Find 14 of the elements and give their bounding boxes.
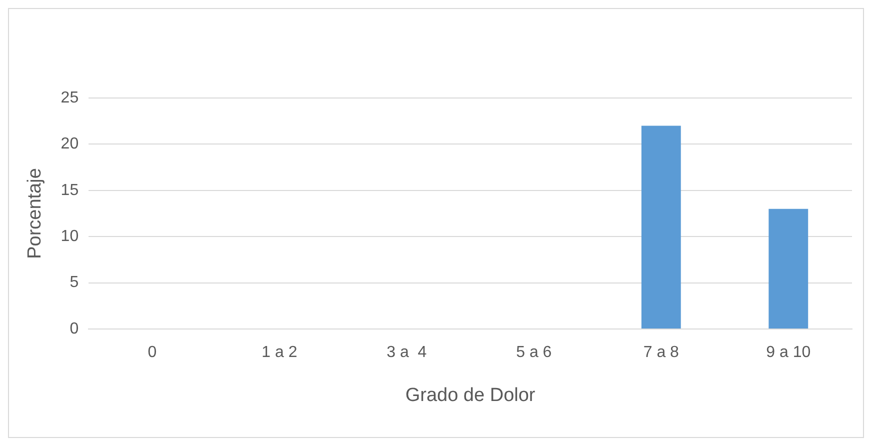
x-tick-label: 3 a 4 xyxy=(386,344,427,362)
x-tick-label: 1 a 2 xyxy=(262,344,298,362)
x-axis-title: Grado de Dolor xyxy=(405,384,536,406)
y-tick-label: 15 xyxy=(60,182,79,199)
y-axis-title: Porcentaje xyxy=(24,168,46,259)
y-tick-label: 5 xyxy=(70,274,79,292)
x-tick-label: 7 a 8 xyxy=(643,344,680,362)
y-tick-label: 25 xyxy=(60,89,79,106)
x-tick-label: 9 a 10 xyxy=(766,344,811,362)
x-tick-label: 0 xyxy=(148,344,157,362)
y-tick-label: 0 xyxy=(70,320,79,338)
y-tick-label: 10 xyxy=(60,228,79,246)
x-tick-label: 5 a 6 xyxy=(516,344,552,362)
y-tick-label: 20 xyxy=(60,136,79,153)
